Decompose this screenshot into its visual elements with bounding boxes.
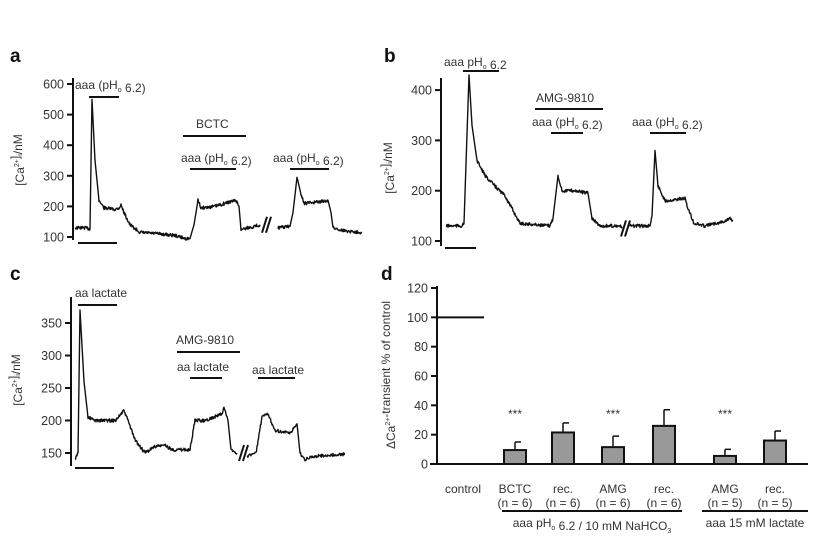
x-category-label: AMG <box>711 482 738 496</box>
x-category-n: (n = 6) <box>545 496 580 510</box>
y-tick-label: 20 <box>414 428 428 442</box>
application-label: aaa (pHo 6.2) <box>632 115 703 132</box>
x-category-n: (n = 6) <box>497 496 532 510</box>
x-category-n: (n = 6) <box>595 496 630 510</box>
x-category-n: (n = 5) <box>707 496 742 510</box>
y-tick-label: 300 <box>43 169 64 183</box>
y-tick-label: 300 <box>41 349 62 363</box>
y-tick-label: 250 <box>41 382 62 396</box>
x-category-label: AMG <box>599 482 626 496</box>
x-category-label: BCTC <box>499 482 532 496</box>
x-category-label: control <box>445 482 481 496</box>
group-label: aaa pHo 6.2 / 10 mM NaHCO3 <box>513 516 672 535</box>
calcium-trace-segment-1 <box>445 74 623 229</box>
calcium-trace-segment-2 <box>246 412 346 462</box>
y-tick-label: 600 <box>43 78 64 92</box>
bar-AMG <box>601 446 625 465</box>
application-label: AMG-9810 <box>536 91 594 105</box>
y-tick-label: 100 <box>43 231 64 245</box>
y-tick-label: 40 <box>414 399 428 413</box>
y-tick-label: 80 <box>414 340 428 354</box>
y-tick-label: 300 <box>411 134 432 148</box>
application-label: aa lactate <box>177 360 229 374</box>
panel-letter-c: c <box>10 264 21 285</box>
bar-rec <box>652 424 676 466</box>
application-label: aaa (pHo 6.2) <box>75 78 146 95</box>
y-tick-label: 100 <box>411 235 432 249</box>
y-tick-label: 500 <box>43 108 64 122</box>
panel-d: 0 20 40 60 80 100 120 ΔCa2+-transient % of cont… <box>379 282 808 535</box>
panel-letter-b: b <box>384 46 396 67</box>
application-label: aaa pHo 6.2 <box>444 55 507 72</box>
y-tick-label: 400 <box>411 84 432 98</box>
application-label: aaa (pHo 6.2) <box>181 151 252 168</box>
y-axis-label: [Ca2+]i/nM <box>6 354 25 406</box>
axis-break-mark <box>261 216 268 234</box>
calcium-trace-segment-2 <box>629 149 734 229</box>
bar-AMG <box>713 454 737 465</box>
y-tick-label: 350 <box>41 317 62 331</box>
y-axis-label: [Ca2+]i/nM <box>8 134 27 186</box>
axis-break-mark <box>242 444 249 462</box>
y-tick-label: 200 <box>411 184 432 198</box>
y-tick-label: 0 <box>421 458 428 472</box>
y-axis-label: ΔCa2+-transient % of control <box>379 301 398 449</box>
bar-rec <box>551 431 575 466</box>
y-tick-label: 60 <box>414 370 428 384</box>
calcium-trace-segment-1 <box>74 98 261 241</box>
significance-marker: *** <box>718 407 732 421</box>
axis-break-mark <box>620 220 627 237</box>
x-category-label: rec. <box>654 482 674 496</box>
bar-rec <box>763 439 787 465</box>
application-label: aa lactate <box>252 363 304 377</box>
panel-letter-d: d <box>381 264 393 285</box>
panel-c: 150 200 250 300 350 [Ca2+]i/nM aa lactate AMG-9… <box>6 286 346 469</box>
y-tick-label: 150 <box>41 447 62 461</box>
application-label: aa lactate <box>75 286 127 300</box>
panel-b: 100 200 300 400 [Ca2+]i/nM aaa pHo 6.2 AMG-981… <box>378 55 734 249</box>
panel-letter-a: a <box>10 46 21 67</box>
y-tick-label: 200 <box>41 414 62 428</box>
axis-break-mark <box>624 220 631 237</box>
x-category-label: rec. <box>765 482 785 496</box>
panel-a: 100 200 300 400 500 600 [Ca2+]i/nM aaa (pHo 6.2… <box>8 78 363 245</box>
application-label: AMG-9810 <box>176 333 234 347</box>
application-label: BCTC <box>196 117 229 131</box>
calcium-trace-segment-1 <box>74 309 238 461</box>
group-label: aaa 15 mM lactate <box>706 516 805 530</box>
bar-BCTC <box>503 449 527 466</box>
y-tick-label: 120 <box>407 282 428 296</box>
significance-marker: *** <box>606 407 620 421</box>
significance-marker: *** <box>508 407 522 421</box>
x-category-label: rec. <box>553 482 573 496</box>
x-category-n: (n = 6) <box>646 496 681 510</box>
axis-break-mark <box>238 444 245 462</box>
y-tick-label: 100 <box>407 311 428 325</box>
application-label: aaa (pHo 6.2) <box>273 151 344 168</box>
calcium-trace-segment-2 <box>277 176 363 235</box>
x-category-n: (n = 5) <box>757 496 792 510</box>
application-label: aaa (pHo 6.2) <box>532 115 603 132</box>
y-axis-label: [Ca2+]i/nM <box>378 142 397 194</box>
axis-break-mark <box>265 216 272 234</box>
y-tick-label: 200 <box>43 200 64 214</box>
y-tick-label: 400 <box>43 139 64 153</box>
